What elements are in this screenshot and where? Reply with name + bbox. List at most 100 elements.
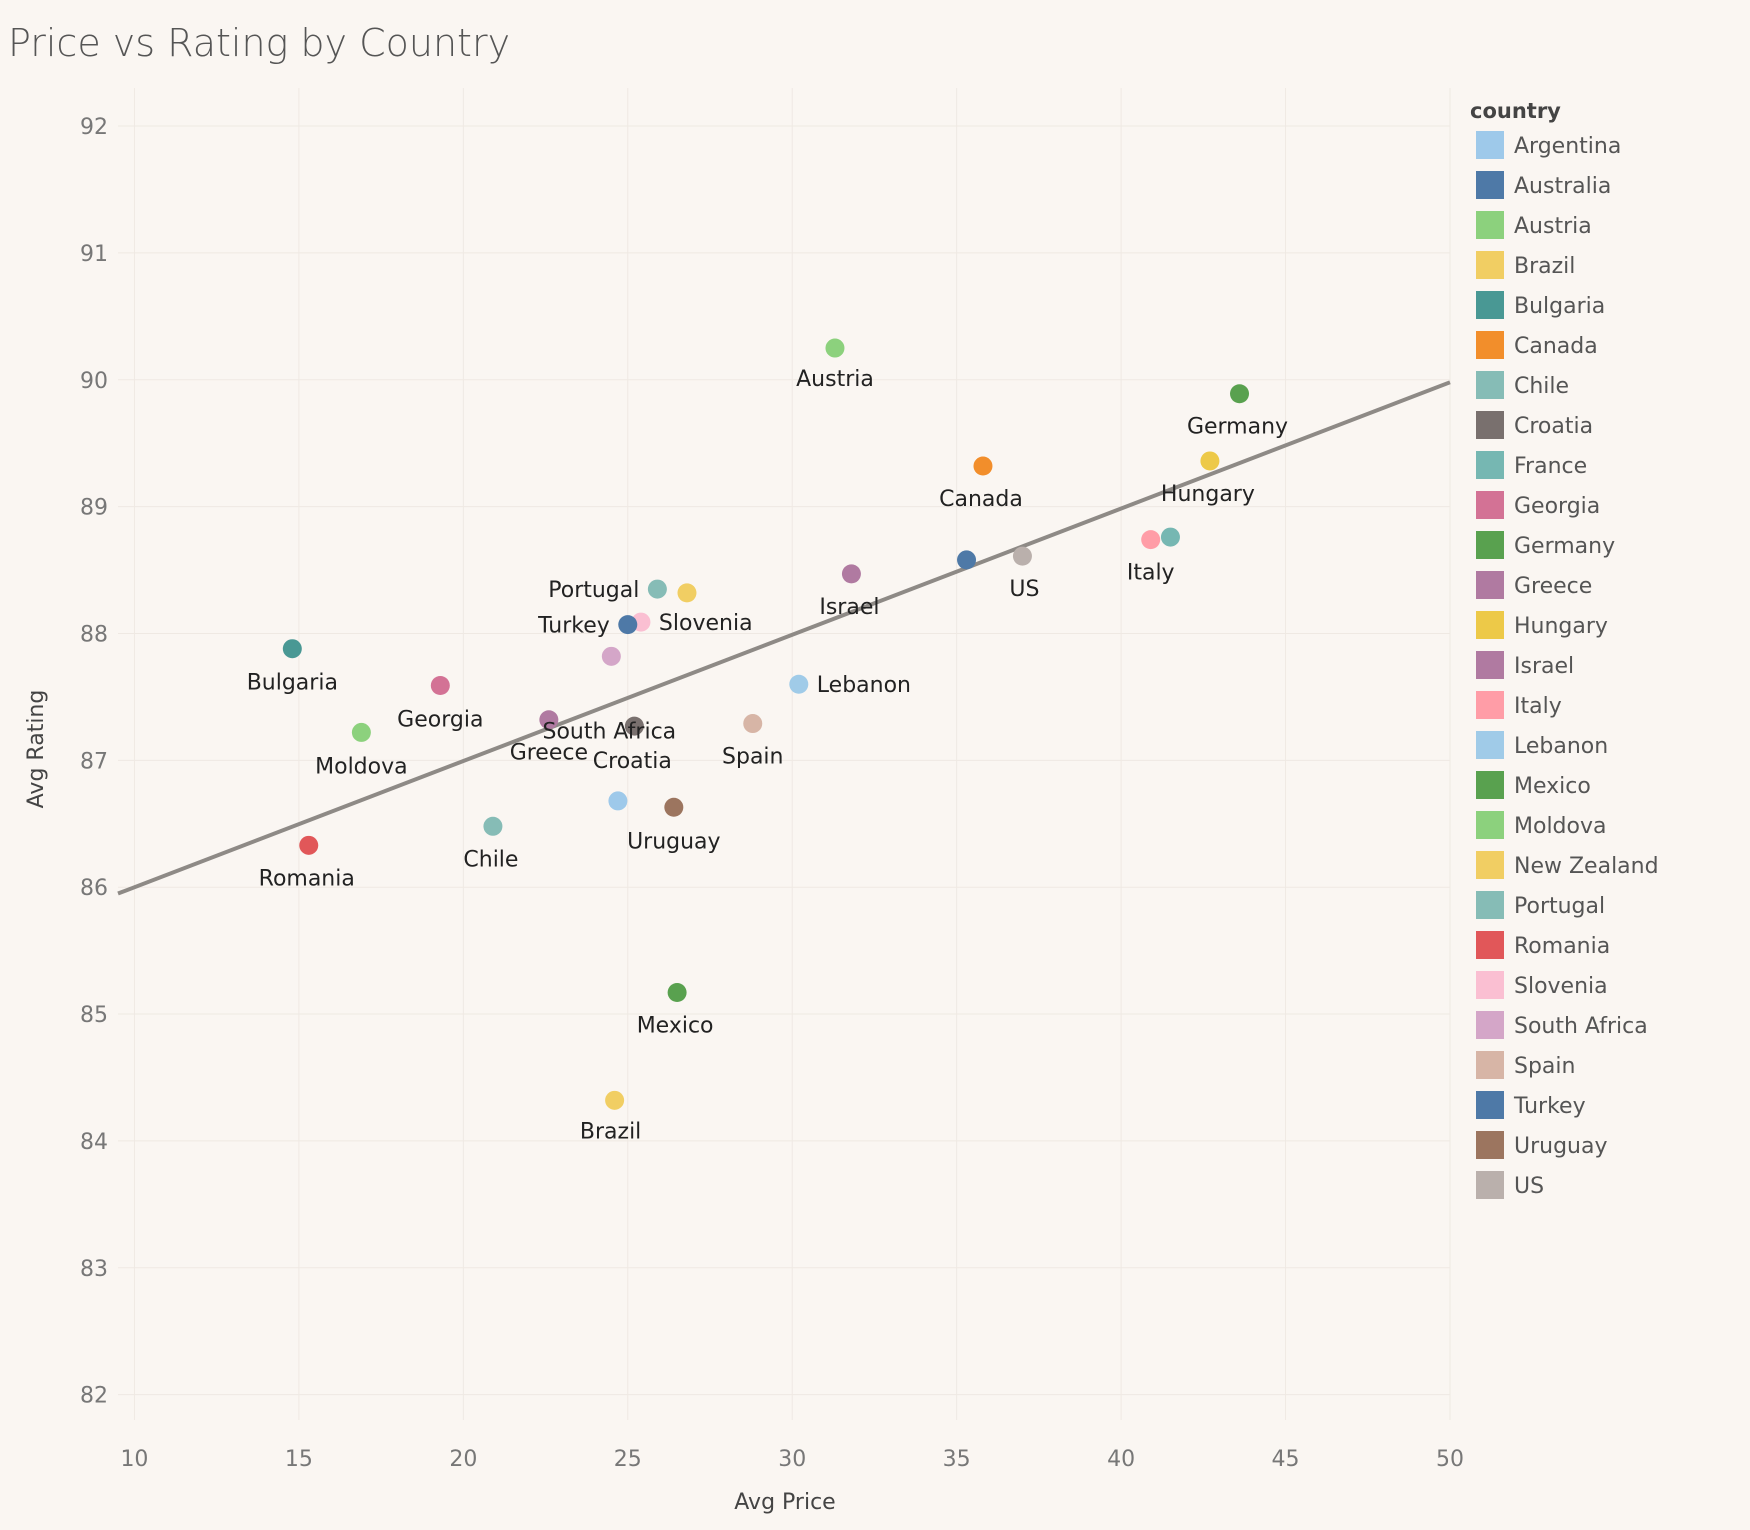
- point-label: Portugal: [548, 578, 639, 603]
- legend-swatch: [1476, 291, 1504, 319]
- data-point: [957, 550, 977, 570]
- point-label: Italy: [1127, 561, 1175, 586]
- legend-swatch: [1476, 131, 1504, 159]
- data-point: [743, 714, 763, 734]
- x-tick-label: 30: [778, 1447, 806, 1472]
- legend-label: Portugal: [1514, 894, 1605, 919]
- legend-label: Italy: [1514, 694, 1562, 719]
- point-label: Bulgaria: [247, 671, 338, 696]
- data-point: [1200, 451, 1220, 471]
- data-point: [624, 716, 644, 736]
- legend-label: Moldova: [1514, 814, 1606, 839]
- legend-label: Brazil: [1514, 254, 1575, 279]
- y-tick-label: 88: [80, 622, 108, 647]
- legend-label: Argentina: [1514, 134, 1621, 159]
- legend-label: South Africa: [1514, 1014, 1648, 1039]
- legend-swatch: [1476, 171, 1504, 199]
- trendline-path: [117, 380, 1451, 896]
- legend-label: Romania: [1514, 934, 1610, 959]
- legend-swatch: [1476, 811, 1504, 839]
- data-point: [351, 722, 371, 742]
- data-point: [1160, 527, 1180, 547]
- point-label: Canada: [939, 487, 1023, 512]
- y-tick-label: 82: [80, 1384, 108, 1409]
- data-point: [608, 791, 628, 811]
- grid: [118, 88, 1451, 1420]
- legend-swatch: [1476, 731, 1504, 759]
- legend-label: Slovenia: [1514, 974, 1608, 999]
- data-point: [618, 615, 638, 635]
- legend-label: Georgia: [1514, 494, 1600, 519]
- data-points: [282, 338, 1250, 1110]
- data-point: [677, 583, 697, 603]
- point-label: Moldova: [315, 754, 407, 779]
- legend-label: Australia: [1514, 174, 1611, 199]
- x-tick-label: 25: [614, 1447, 642, 1472]
- legend-label: New Zealand: [1514, 854, 1659, 879]
- legend-label: Spain: [1514, 1054, 1575, 1079]
- legend-label: US: [1514, 1174, 1544, 1199]
- data-point: [647, 579, 667, 599]
- point-label: Israel: [819, 595, 879, 620]
- point-label: Greece: [510, 741, 588, 766]
- point-labels: AustriaBrazilBulgariaCanadaChileCroatiaG…: [247, 367, 1288, 1144]
- x-tick-label: 35: [943, 1447, 971, 1472]
- legend-label: Canada: [1514, 334, 1598, 359]
- point-label: South Africa: [542, 719, 676, 744]
- point-label: Germany: [1187, 415, 1288, 440]
- y-tick-label: 86: [80, 876, 108, 901]
- legend-swatch: [1476, 931, 1504, 959]
- legend-swatch: [1476, 411, 1504, 439]
- y-tick-label: 87: [80, 749, 108, 774]
- legend-swatch: [1476, 451, 1504, 479]
- legend-swatch: [1476, 651, 1504, 679]
- legend-swatch: [1476, 971, 1504, 999]
- legend-swatch: [1476, 531, 1504, 559]
- y-tick-label: 85: [80, 1003, 108, 1028]
- data-point: [483, 816, 503, 836]
- legend-label: Israel: [1514, 654, 1574, 679]
- data-point: [973, 456, 993, 476]
- x-tick-label: 45: [1272, 1447, 1300, 1472]
- data-point: [1012, 546, 1032, 566]
- legend-swatch: [1476, 771, 1504, 799]
- y-tick-label: 92: [80, 115, 108, 140]
- data-point: [667, 982, 687, 1002]
- point-label: Chile: [463, 847, 518, 872]
- point-label: Uruguay: [627, 829, 721, 854]
- legend-swatch: [1476, 611, 1504, 639]
- legend-label: Hungary: [1514, 614, 1608, 639]
- legend-label: Lebanon: [1514, 734, 1608, 759]
- data-point: [299, 835, 319, 855]
- x-tick-label: 50: [1436, 1447, 1464, 1472]
- data-point: [605, 1090, 625, 1110]
- point-label: Austria: [796, 367, 874, 392]
- point-label: Georgia: [397, 707, 483, 732]
- legend-label: Chile: [1514, 374, 1569, 399]
- legend-swatch: [1476, 491, 1504, 519]
- data-point: [1230, 384, 1250, 404]
- point-label: Lebanon: [817, 673, 911, 698]
- point-label: US: [1009, 577, 1039, 602]
- point-label: Spain: [722, 745, 783, 770]
- legend-swatch: [1476, 691, 1504, 719]
- point-label: Hungary: [1161, 482, 1255, 507]
- legend-swatch: [1476, 571, 1504, 599]
- data-point: [825, 338, 845, 358]
- legend-swatch: [1476, 851, 1504, 879]
- legend-label: Austria: [1514, 214, 1592, 239]
- y-tick-label: 91: [80, 242, 108, 267]
- point-label: Turkey: [537, 614, 610, 639]
- y-tick-label: 90: [80, 369, 108, 394]
- trendline: [117, 380, 1451, 896]
- data-point: [664, 797, 684, 817]
- legend-swatch: [1476, 1131, 1504, 1159]
- legend-label: Greece: [1514, 574, 1592, 599]
- legend-swatch: [1476, 1171, 1504, 1199]
- chart-title: Price vs Rating by Country: [8, 21, 510, 65]
- x-axis-ticks: 10 15 20 25 30 35 40 45 50: [120, 1447, 1464, 1472]
- legend-label: Mexico: [1514, 774, 1591, 799]
- legend-label: Croatia: [1514, 414, 1593, 439]
- y-tick-label: 89: [80, 496, 108, 521]
